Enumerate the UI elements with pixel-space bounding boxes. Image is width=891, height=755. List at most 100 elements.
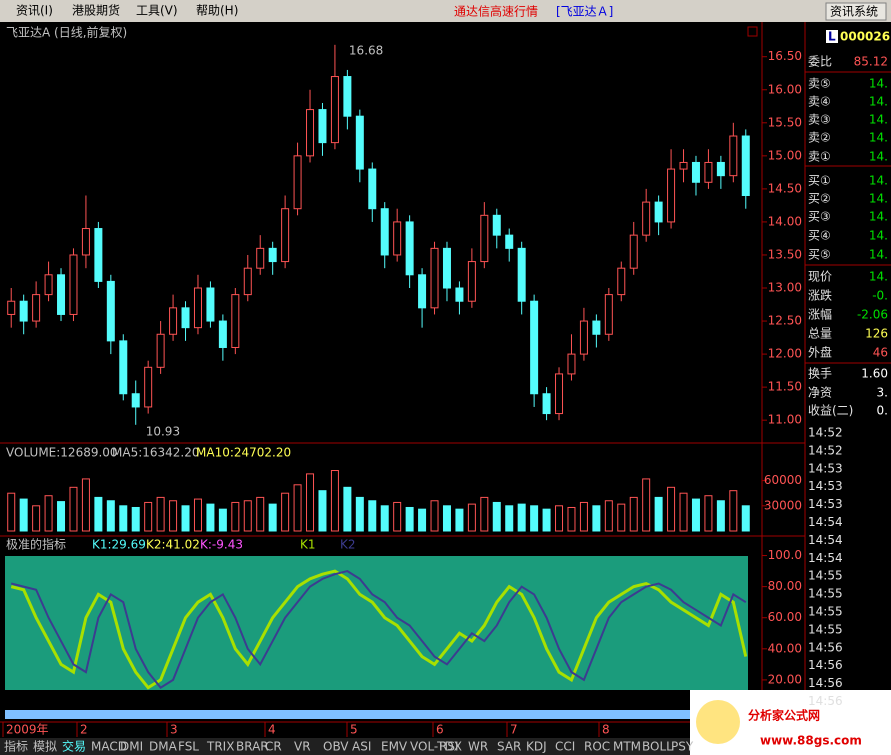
candle-body	[306, 109, 315, 157]
candle-body	[181, 307, 190, 329]
candle-body	[380, 208, 389, 256]
candle-body	[343, 76, 352, 117]
candle-body	[206, 287, 215, 322]
tab[interactable]: WR	[468, 740, 488, 754]
candle-body	[57, 274, 66, 315]
candle-body	[19, 300, 28, 322]
date-label: 7	[510, 723, 518, 737]
tab[interactable]: BRAR	[236, 740, 269, 754]
volume-bar	[281, 492, 290, 532]
tab[interactable]: FSL	[178, 740, 199, 754]
y-tick-label: 12.50	[768, 314, 802, 328]
button-label[interactable]: 资讯系统	[830, 5, 878, 19]
volume-bar	[579, 501, 588, 532]
tab[interactable]: DMA	[149, 740, 178, 754]
y-tick-label: 16.50	[768, 49, 802, 63]
button-frame[interactable]	[825, 2, 887, 21]
quote-label: 买①	[808, 174, 831, 188]
quote-value: 14.	[869, 150, 888, 164]
volume-ma5: MA5:16342.20	[112, 446, 200, 460]
volume-bar	[131, 506, 140, 532]
quote-value: 0.	[877, 404, 888, 418]
tab[interactable]: SAR	[497, 740, 521, 754]
quote-label: 换手	[808, 367, 832, 381]
tab[interactable]: 模拟	[33, 740, 57, 754]
candle-body	[455, 287, 464, 302]
indicator-line	[10, 570, 747, 690]
volume-bar	[330, 470, 339, 532]
tab[interactable]: MACD	[91, 740, 127, 754]
candle-body	[144, 366, 153, 408]
watermark-logo	[696, 700, 740, 744]
low-annotation: 10.93	[146, 424, 180, 438]
y-tick-label: 20.00	[768, 672, 802, 686]
quote-label: 外盘	[808, 345, 832, 360]
candle-body	[716, 161, 725, 177]
tab[interactable]: VR	[294, 740, 311, 754]
menu-item[interactable]: 资讯(I)	[16, 4, 53, 18]
candle-body	[567, 353, 576, 375]
quote-value: 14.	[869, 113, 888, 127]
tab[interactable]: CCI	[555, 740, 575, 754]
candle-body	[467, 261, 476, 302]
date-label: 4	[268, 723, 276, 737]
tab[interactable]: ROC	[584, 740, 610, 754]
trade-time: 14:55	[808, 587, 843, 601]
menu-item[interactable]: 工具(V)	[136, 4, 178, 18]
tab[interactable]: 指标	[4, 739, 28, 754]
quote-value: -0.	[872, 289, 888, 303]
tab[interactable]: TRIX	[206, 740, 234, 754]
menu-item[interactable]: 港股期货	[72, 3, 120, 18]
candle-body	[355, 115, 364, 170]
indicator-k2: K2:41.02	[146, 538, 200, 552]
candle-body	[555, 373, 564, 415]
quote-label: 买④	[808, 229, 831, 243]
tab[interactable]: DMI	[120, 740, 143, 754]
candle-body	[667, 168, 676, 223]
trade-time: 14:52	[808, 426, 843, 440]
quote-value: 14.	[869, 248, 888, 262]
quote-label: 现价	[808, 270, 832, 284]
volume-bar	[542, 508, 551, 532]
candle-body	[691, 161, 700, 183]
tab[interactable]: OBV	[323, 740, 349, 754]
tab-strip	[0, 738, 690, 755]
date-label: 5	[350, 723, 358, 737]
stock-code: 000026	[840, 30, 890, 44]
tab[interactable]: 交易	[62, 739, 86, 754]
tab[interactable]: CR	[265, 740, 282, 754]
volume-title: VOLUME:12689.00	[6, 446, 118, 460]
volume-bar	[7, 492, 16, 532]
volume-bar	[156, 496, 165, 532]
candle-body	[218, 320, 227, 348]
volume-bar	[741, 505, 750, 532]
tab[interactable]: ASI	[352, 740, 371, 754]
tab[interactable]: VOL-TDX	[410, 740, 462, 754]
volume-bar	[555, 505, 564, 532]
tab[interactable]: PSY	[671, 740, 694, 754]
quote-value: 14.	[869, 229, 888, 243]
volume-bar	[617, 503, 626, 532]
quote-label: 买②	[808, 192, 831, 206]
volume-bar	[393, 501, 402, 532]
quote-value: 14.	[869, 270, 888, 284]
tab[interactable]: MTM	[613, 740, 641, 754]
tab[interactable]: KDJ	[526, 740, 547, 754]
candle-body	[592, 320, 601, 335]
volume-bar	[729, 490, 738, 532]
tab[interactable]: RSI	[439, 740, 459, 754]
candle-body	[243, 267, 252, 296]
tab[interactable]: BOLL	[642, 740, 673, 754]
candle-body	[530, 300, 539, 395]
volume-bar	[306, 473, 315, 532]
candle-body	[293, 155, 302, 210]
candle-body	[505, 234, 514, 249]
y-tick-label: 30000	[764, 498, 802, 512]
candle-body	[654, 201, 663, 223]
quote-value: 1.60	[861, 367, 888, 381]
volume-bar	[144, 501, 153, 532]
tab[interactable]: EMV	[381, 740, 408, 754]
candle-body	[131, 393, 140, 408]
candle-body	[193, 287, 202, 329]
menu-item[interactable]: 帮助(H)	[196, 4, 238, 18]
